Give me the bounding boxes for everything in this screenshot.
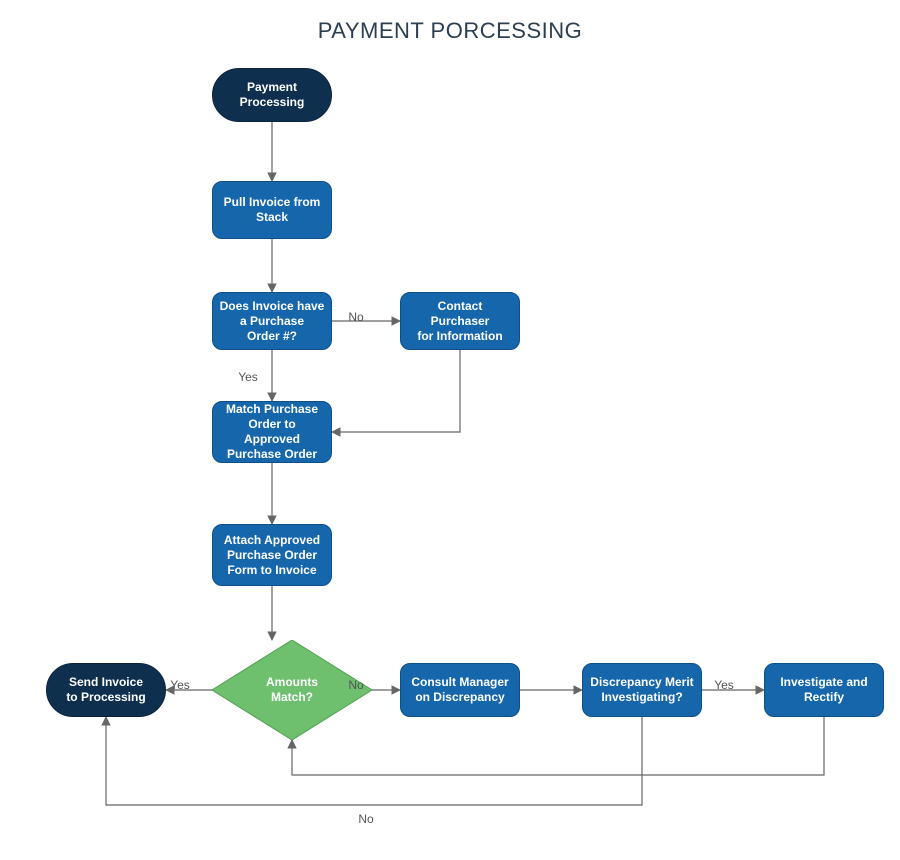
edges-layer: [0, 0, 900, 860]
node-contact: Contact Purchaser for Information: [400, 292, 520, 350]
edge-label-amounts-consult: No: [336, 678, 376, 692]
edge-contact-to-match: [332, 350, 460, 432]
node-match: Match Purchase Order to Approved Purchas…: [212, 401, 332, 463]
flowchart-canvas: { "diagram": { "type": "flowchart", "tit…: [0, 0, 900, 860]
node-merit: Discrepancy Merit Investigating?: [582, 663, 702, 717]
diagram-title: PAYMENT PORCESSING: [0, 18, 900, 44]
node-attach: Attach Approved Purchase Order Form to I…: [212, 524, 332, 586]
node-consult: Consult Manager on Discrepancy: [400, 663, 520, 717]
node-start: Payment Processing: [212, 68, 332, 122]
node-rectify: Investigate and Rectify: [764, 663, 884, 717]
node-hasPO: Does Invoice have a Purchase Order #?: [212, 292, 332, 350]
edge-label-amounts-send: Yes: [160, 678, 200, 692]
edge-label-hasPO-contact: No: [336, 310, 376, 324]
edge-label-merit-send: No: [346, 812, 386, 826]
edge-merit-to-send: [106, 717, 642, 805]
node-pull: Pull Invoice from Stack: [212, 181, 332, 239]
node-send: Send Invoice to Processing: [46, 663, 166, 717]
edge-label-merit-rectify: Yes: [704, 678, 744, 692]
edge-label-hasPO-match: Yes: [228, 370, 268, 384]
